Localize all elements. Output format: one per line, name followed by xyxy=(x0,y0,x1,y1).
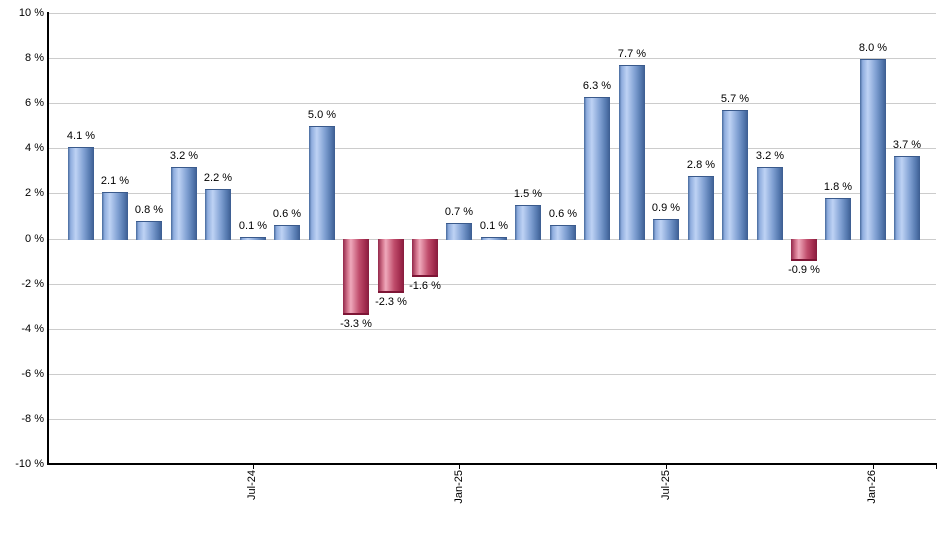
y-axis-tick-label: -2 % xyxy=(21,278,44,290)
bar[interactable] xyxy=(102,192,128,240)
bar-value-label: -1.6 % xyxy=(409,280,441,292)
bar[interactable] xyxy=(584,97,610,240)
x-axis-tick xyxy=(666,464,667,469)
bar[interactable] xyxy=(240,237,266,240)
x-axis-end-tick xyxy=(936,464,937,469)
y-axis-tick-label: 2 % xyxy=(25,187,44,199)
bar[interactable] xyxy=(722,110,748,240)
gridline xyxy=(49,148,936,149)
gridline xyxy=(49,284,936,285)
bar-value-label: 3.2 % xyxy=(169,150,199,162)
bar-value-label: -2.3 % xyxy=(375,296,407,308)
x-axis-tick-label: Jul-24 xyxy=(246,470,258,500)
y-axis-tick-label: 4 % xyxy=(25,142,44,154)
gridline xyxy=(49,374,936,375)
bar-value-label: 2.2 % xyxy=(203,172,233,184)
y-axis-tick-label: 8 % xyxy=(25,52,44,64)
x-axis-tick xyxy=(253,464,254,469)
y-axis-tick-label: -6 % xyxy=(21,368,44,380)
bar-value-label: 1.5 % xyxy=(513,188,543,200)
gridline xyxy=(49,58,936,59)
bar[interactable] xyxy=(894,156,920,240)
x-axis-tick xyxy=(873,464,874,469)
bar[interactable] xyxy=(205,189,231,240)
bar-value-label: 2.1 % xyxy=(100,175,130,187)
bar[interactable] xyxy=(550,225,576,240)
bar[interactable] xyxy=(653,219,679,240)
bar[interactable] xyxy=(412,239,438,277)
bar-value-label: 5.0 % xyxy=(307,109,337,121)
gridline xyxy=(49,329,936,330)
y-axis-tick-label: -4 % xyxy=(21,323,44,335)
bar-value-label: 3.2 % xyxy=(755,150,785,162)
bar[interactable] xyxy=(688,176,714,240)
bar[interactable] xyxy=(791,239,817,261)
y-axis-tick-label: 6 % xyxy=(25,97,44,109)
bar[interactable] xyxy=(343,239,369,315)
bar-value-label: -0.9 % xyxy=(788,264,820,276)
bar[interactable] xyxy=(619,65,645,240)
bar[interactable] xyxy=(515,205,541,240)
y-axis-tick-label: 0 % xyxy=(25,233,44,245)
bar[interactable] xyxy=(757,167,783,240)
x-axis-tick-label: Jul-25 xyxy=(660,470,672,500)
bar-value-label: 0.1 % xyxy=(479,220,509,232)
bar[interactable] xyxy=(171,167,197,240)
x-axis-tick-label: Jan-25 xyxy=(453,470,465,504)
x-axis-tick-label: Jan-26 xyxy=(866,470,878,504)
bar-value-label: 4.1 % xyxy=(66,130,96,142)
y-axis-line xyxy=(47,12,49,465)
bar-value-label: 0.9 % xyxy=(651,202,681,214)
bar[interactable] xyxy=(446,223,472,240)
bar-value-label: 5.7 % xyxy=(720,93,750,105)
bar[interactable] xyxy=(68,147,94,240)
x-axis-line xyxy=(47,463,937,465)
bar-value-label: 0.8 % xyxy=(134,204,164,216)
bar-value-label: -3.3 % xyxy=(340,318,372,330)
x-axis-tick xyxy=(459,464,460,469)
gridline xyxy=(49,193,936,194)
bar[interactable] xyxy=(481,237,507,240)
bar[interactable] xyxy=(860,59,886,240)
bar-value-label: 6.3 % xyxy=(582,80,612,92)
bar-value-label: 1.8 % xyxy=(823,181,853,193)
bar-value-label: 0.6 % xyxy=(272,208,302,220)
bar[interactable] xyxy=(825,198,851,240)
y-axis-tick-label: -10 % xyxy=(15,458,44,470)
y-axis-tick-label: 10 % xyxy=(18,7,44,19)
bar-value-label: 0.7 % xyxy=(444,206,474,218)
bar-value-label: 3.7 % xyxy=(892,139,922,151)
bar-value-label: 7.7 % xyxy=(617,48,647,60)
gridline xyxy=(49,419,936,420)
bar[interactable] xyxy=(274,225,300,240)
bar-value-label: 8.0 % xyxy=(858,42,888,54)
gridline xyxy=(49,13,936,14)
bar-value-label: 2.8 % xyxy=(686,159,716,171)
bar[interactable] xyxy=(136,221,162,240)
bar[interactable] xyxy=(309,126,335,240)
bar-value-label: 0.1 % xyxy=(238,220,268,232)
bar-value-label: 0.6 % xyxy=(548,208,578,220)
y-axis-tick-label: -8 % xyxy=(21,413,44,425)
bar[interactable] xyxy=(378,239,404,293)
gridline xyxy=(49,103,936,104)
